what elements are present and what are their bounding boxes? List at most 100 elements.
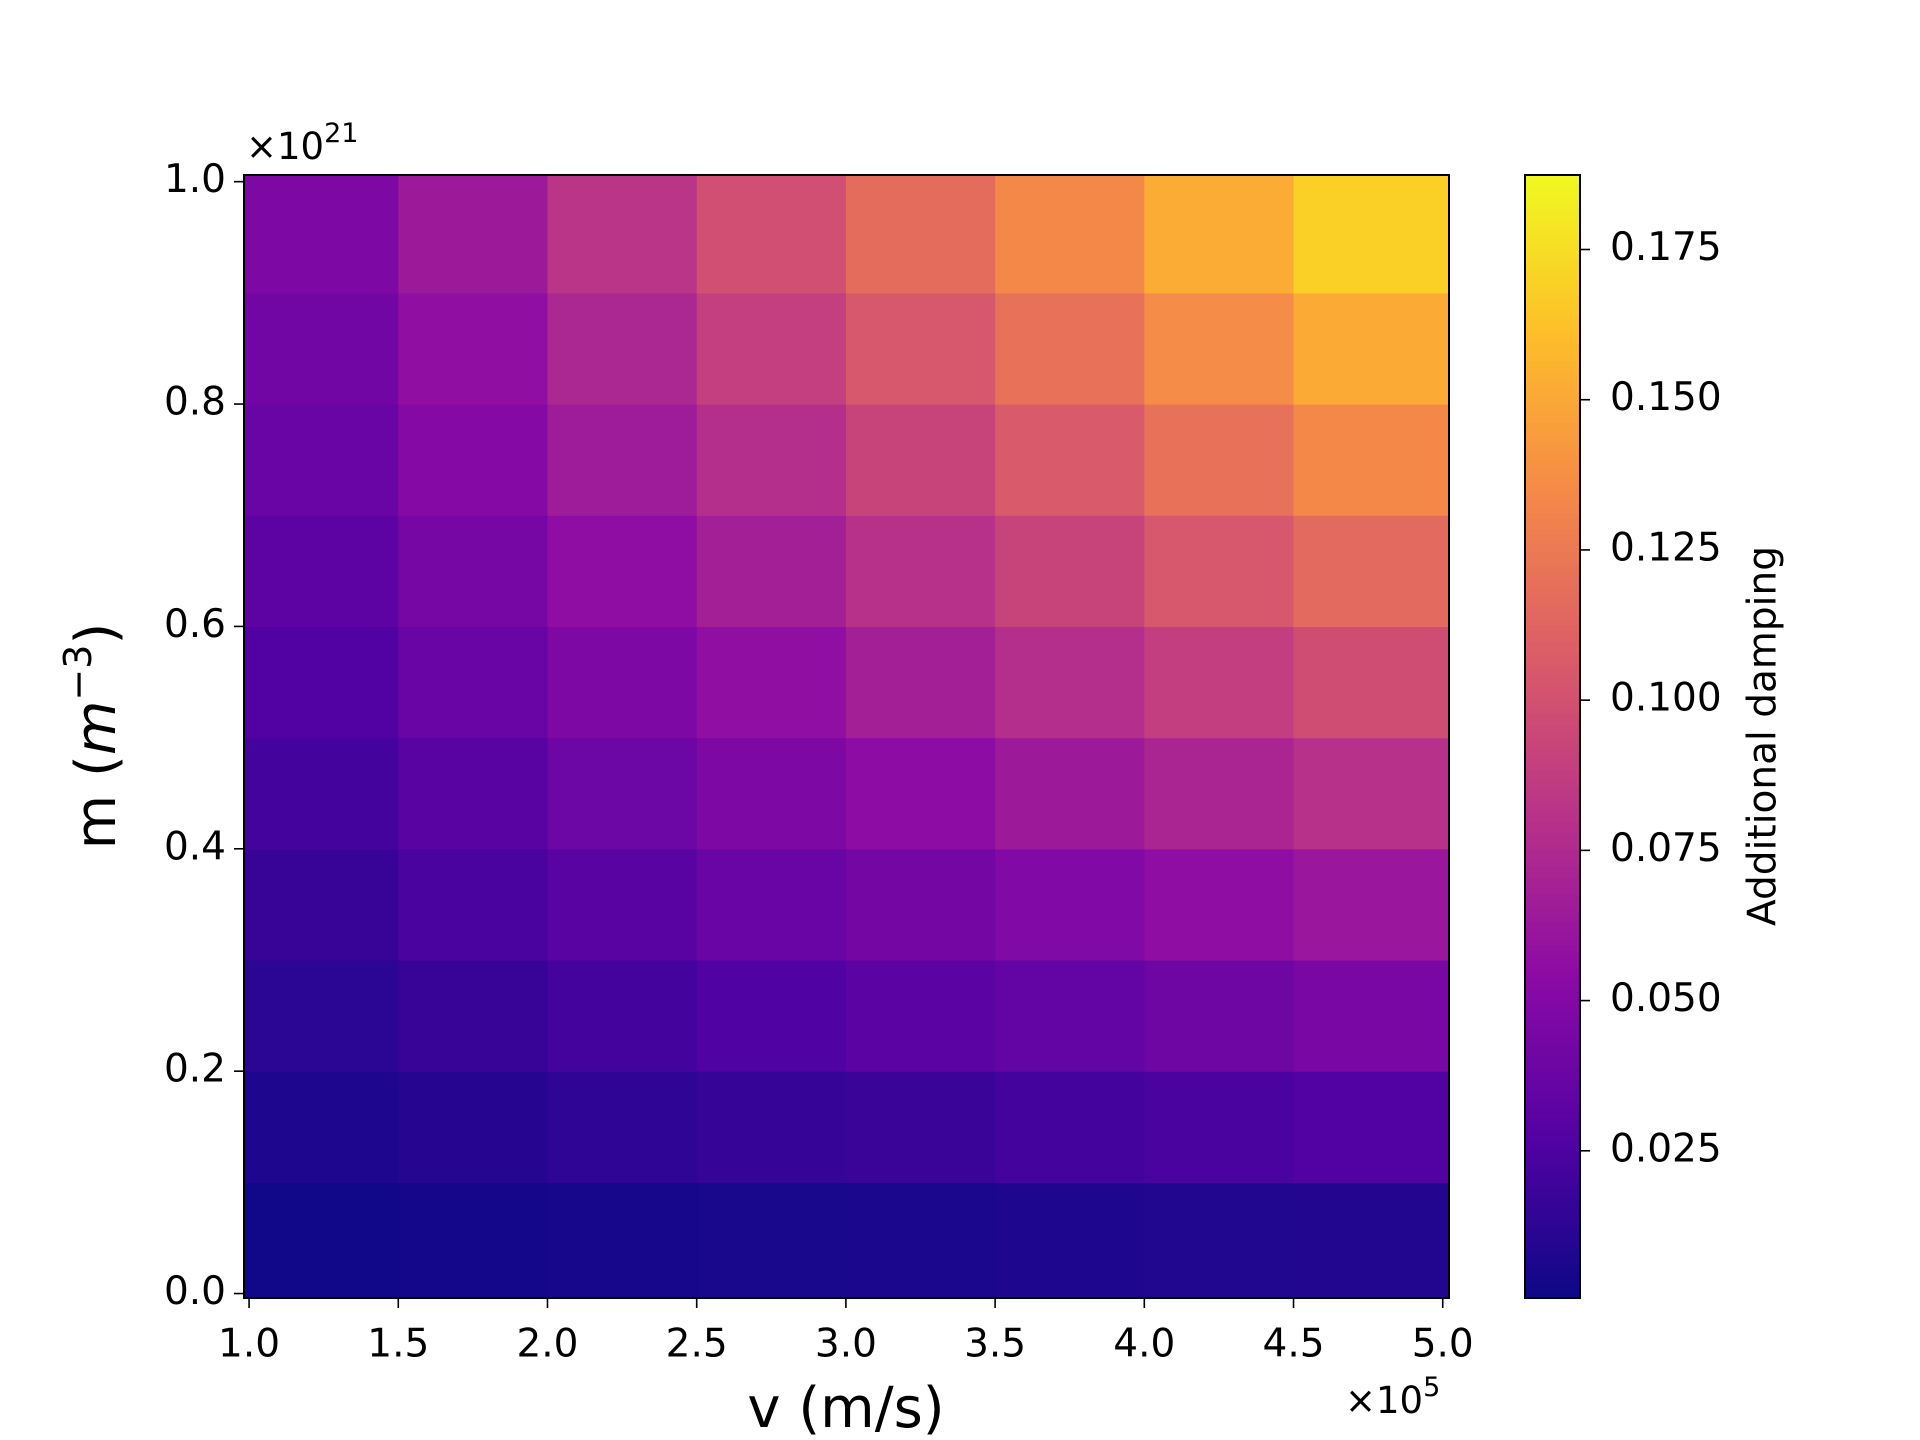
heatmap xyxy=(244,175,1450,1299)
colorbar-strip xyxy=(1525,657,1580,665)
colorbar-strip xyxy=(1525,1230,1580,1238)
heatmap-cell xyxy=(1144,515,1295,628)
colorbar-strip xyxy=(1525,989,1580,996)
colorbar-strip xyxy=(1525,219,1580,227)
colorbar-strip xyxy=(1525,1050,1580,1058)
colorbar-strip xyxy=(1525,1286,1580,1294)
colorbar-strip xyxy=(1525,1079,1580,1086)
colorbar-strip xyxy=(1525,433,1580,440)
heatmap-cell xyxy=(398,737,549,850)
heatmap-cell xyxy=(845,626,996,739)
colorbar-strip xyxy=(1525,579,1580,586)
colorbar-strip xyxy=(1525,860,1580,867)
colorbar-strip xyxy=(1525,483,1580,491)
heatmap-cell xyxy=(1144,175,1295,294)
colorbar-tick-label: 0.050 xyxy=(1610,976,1722,1021)
colorbar-strip xyxy=(1525,1067,1580,1075)
colorbar-strip xyxy=(1525,1039,1580,1047)
colorbar-strip xyxy=(1525,747,1580,755)
heatmap-cell xyxy=(1293,848,1450,961)
colorbar-strip xyxy=(1525,427,1580,435)
colorbar-strip xyxy=(1525,410,1580,418)
colorbar-strip xyxy=(1525,601,1580,609)
heatmap-cell xyxy=(845,848,996,961)
colorbar-strip xyxy=(1525,444,1580,451)
heatmap-cell xyxy=(995,175,1145,294)
colorbar-strip xyxy=(1525,545,1580,553)
colorbar-strip xyxy=(1525,466,1580,474)
colorbar-strip xyxy=(1525,775,1580,783)
heatmap-cell xyxy=(845,1182,996,1299)
colorbar-strip xyxy=(1525,1095,1580,1103)
colorbar-strip xyxy=(1525,629,1580,637)
heatmap-cell xyxy=(845,175,996,294)
colorbar-strip xyxy=(1525,1247,1580,1254)
colorbar-strip xyxy=(1525,1264,1580,1271)
colorbar-strip xyxy=(1525,966,1580,974)
colorbar-strip xyxy=(1525,607,1580,614)
heatmap-cell xyxy=(845,1071,996,1183)
colorbar-strip xyxy=(1525,495,1580,502)
heatmap-cell xyxy=(398,1071,549,1183)
heatmap-cell xyxy=(244,404,399,516)
colorbar-strip xyxy=(1525,264,1580,272)
y-offset-exponent: 21 xyxy=(324,118,358,149)
heatmap-cell xyxy=(696,626,847,739)
colorbar-strip xyxy=(1525,1275,1580,1282)
colorbar-strip xyxy=(1525,287,1580,294)
heatmap-cell xyxy=(995,959,1145,1072)
colorbar-tick-label: 0.100 xyxy=(1610,676,1722,721)
colorbar-tick-label: 0.175 xyxy=(1610,225,1722,270)
x-tick-label: 3.0 xyxy=(815,1322,877,1367)
y-label-text: m ( xyxy=(64,755,129,849)
colorbar-strip xyxy=(1525,1241,1580,1249)
colorbar-strip xyxy=(1525,1258,1580,1266)
colorbar-strip xyxy=(1525,983,1580,990)
colorbar-strip xyxy=(1525,843,1580,850)
heatmap-cell xyxy=(845,292,996,405)
colorbar-strip xyxy=(1525,1202,1580,1209)
heatmap-cell xyxy=(398,848,549,961)
colorbar-strip xyxy=(1525,511,1580,519)
heatmap-cell xyxy=(995,1071,1145,1183)
colorbar-strip xyxy=(1525,326,1580,334)
x-offset-exponent: 5 xyxy=(1423,1372,1440,1403)
heatmap-cell xyxy=(1144,404,1295,516)
colorbar-strip xyxy=(1525,680,1580,687)
x-tick-label: 1.5 xyxy=(367,1322,429,1367)
heatmap-cell xyxy=(1144,1182,1295,1299)
colorbar-strip xyxy=(1525,781,1580,788)
colorbar-strip xyxy=(1525,596,1580,603)
colorbar-strip xyxy=(1525,1123,1580,1131)
colorbar-strip xyxy=(1525,837,1580,844)
colorbar-strip xyxy=(1525,949,1580,957)
colorbar-strip xyxy=(1525,253,1580,261)
colorbar-strip xyxy=(1525,871,1580,878)
colorbar-strip xyxy=(1525,1225,1580,1232)
colorbar-strip xyxy=(1525,764,1580,771)
colorbar-strip xyxy=(1525,624,1580,631)
colorbar-strip xyxy=(1525,539,1580,547)
colorbar-strip xyxy=(1525,1107,1580,1114)
colorbar-strip xyxy=(1525,798,1580,805)
colorbar-strip xyxy=(1525,742,1580,749)
heatmap-cell xyxy=(696,737,847,850)
colorbar-strip xyxy=(1525,725,1580,732)
heatmap-cell xyxy=(547,292,698,405)
colorbar-strip xyxy=(1525,1146,1580,1153)
heatmap-cell xyxy=(244,848,399,961)
x-offset-base: ×10 xyxy=(1345,1379,1423,1422)
heatmap-cell xyxy=(1293,626,1450,739)
heatmap-cell xyxy=(845,959,996,1072)
heatmap-cell xyxy=(1144,1071,1295,1183)
colorbar-strip xyxy=(1525,848,1580,856)
heatmap-cell xyxy=(995,737,1145,850)
colorbar-strip xyxy=(1525,1236,1580,1243)
colorbar-strip xyxy=(1525,708,1580,715)
colorbar-strip xyxy=(1525,1073,1580,1080)
heatmap-cell xyxy=(1293,1182,1450,1299)
colorbar-strip xyxy=(1525,787,1580,794)
colorbar-strip xyxy=(1525,770,1580,777)
colorbar-strip xyxy=(1525,405,1580,412)
colorbar-strip xyxy=(1525,556,1580,564)
